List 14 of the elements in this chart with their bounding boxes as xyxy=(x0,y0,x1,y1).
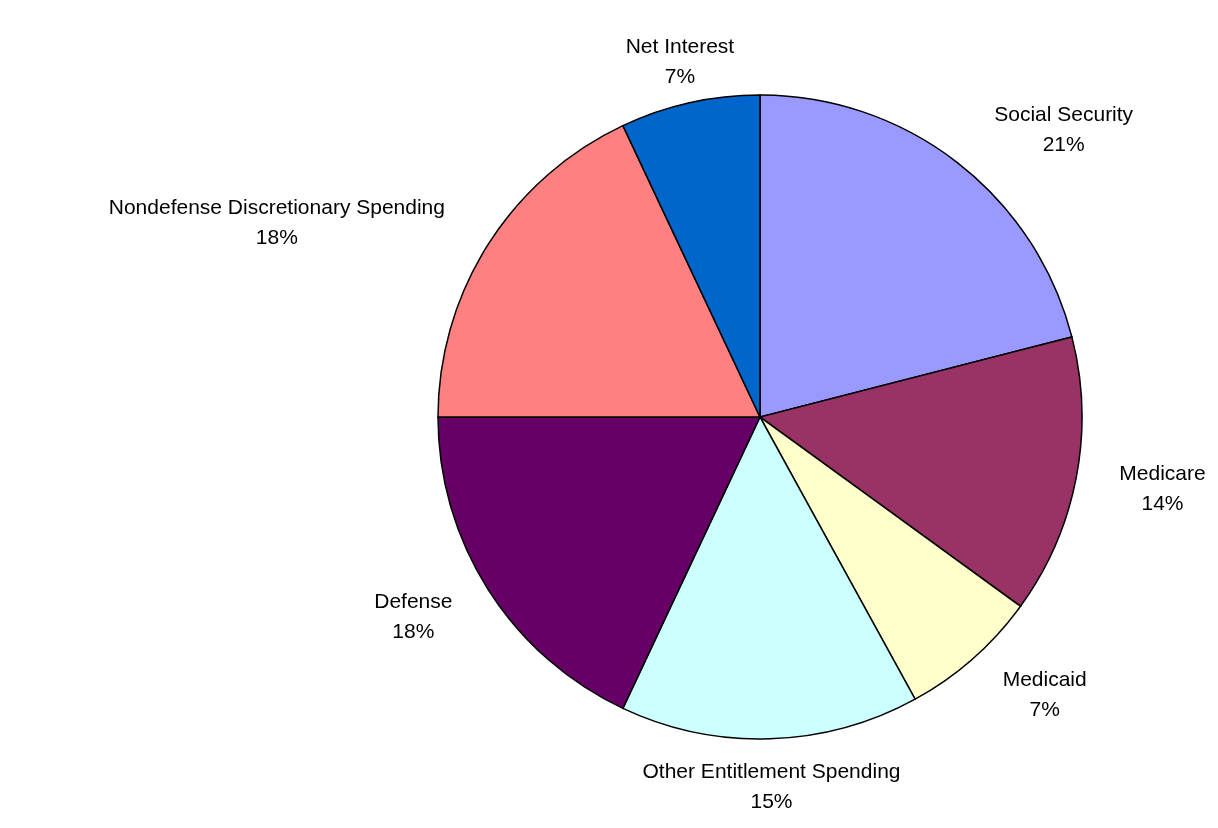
slice-label: Other Entitlement Spending xyxy=(642,758,901,782)
slice-label: Medicaid xyxy=(1002,667,1087,691)
slice-label: Medicare xyxy=(1119,460,1206,484)
slice-label: Defense xyxy=(374,588,453,612)
data-label: 18% xyxy=(255,225,298,249)
data-label: 21% xyxy=(1042,132,1085,156)
data-label: 18% xyxy=(392,618,435,642)
data-label: 14% xyxy=(1141,490,1184,514)
slice-label: Social Security xyxy=(994,102,1134,126)
data-label: 15% xyxy=(750,788,793,812)
data-label: 7% xyxy=(1029,697,1060,721)
data-label: 7% xyxy=(664,63,696,87)
slice-label: Nondefense Discretionary Spending xyxy=(108,195,445,219)
slice-label: Net Interest xyxy=(625,33,735,57)
